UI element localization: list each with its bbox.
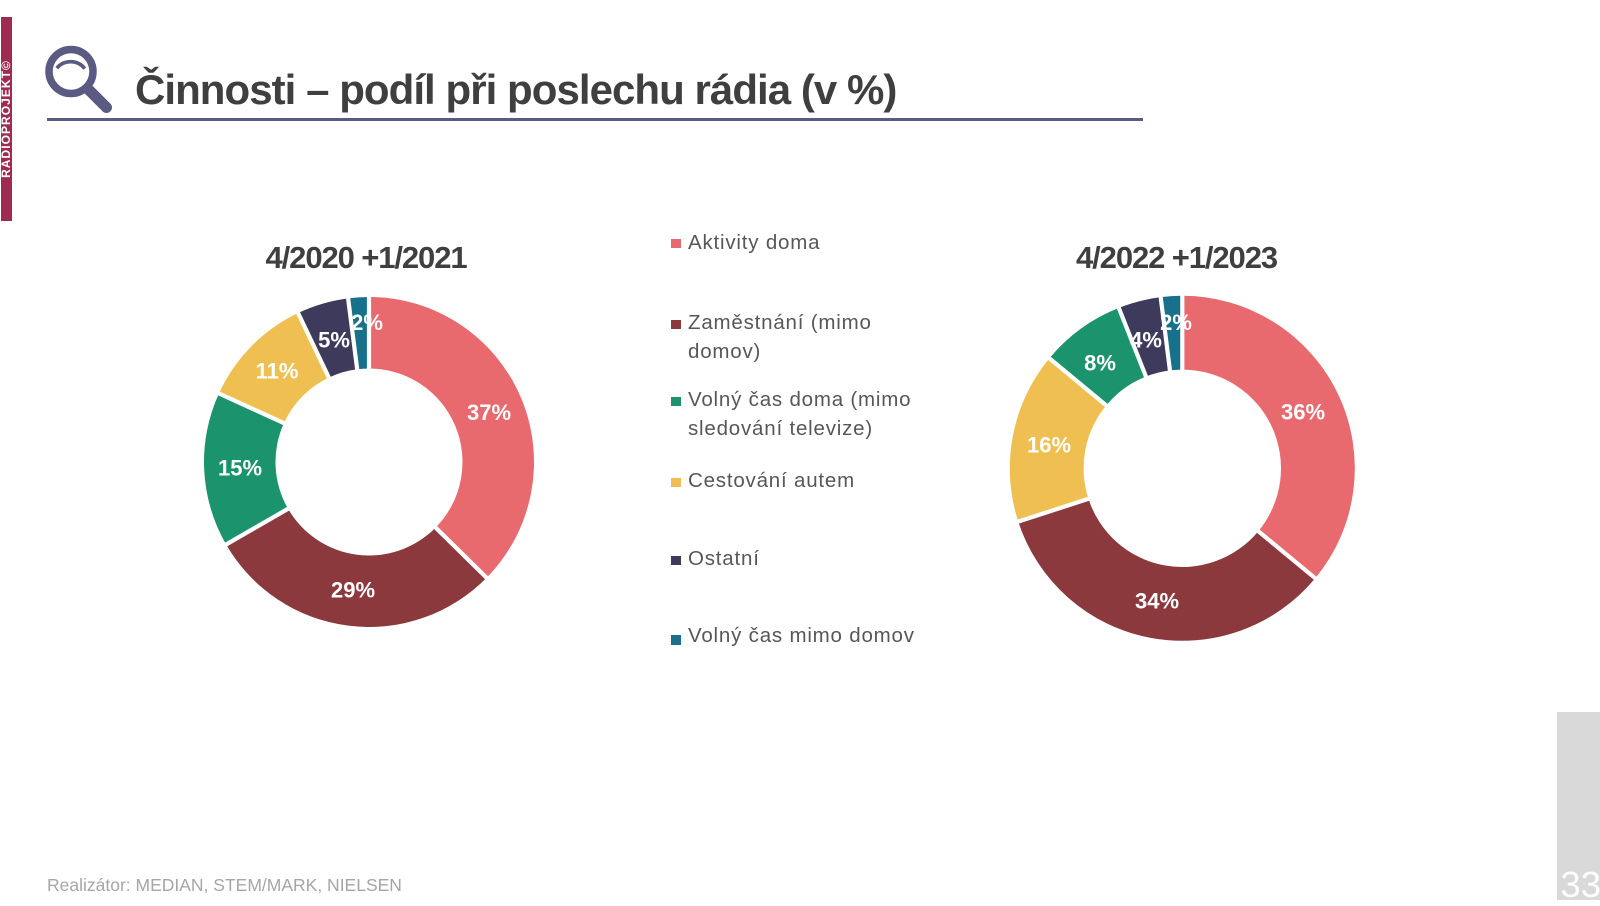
svg-text:2%: 2% [351, 310, 383, 335]
svg-text:16%: 16% [1027, 433, 1071, 458]
svg-text:2%: 2% [1160, 310, 1192, 335]
svg-text:15%: 15% [218, 456, 262, 481]
svg-text:4%: 4% [1130, 328, 1162, 353]
svg-text:37%: 37% [467, 400, 511, 425]
svg-text:5%: 5% [318, 328, 350, 353]
svg-text:8%: 8% [1084, 351, 1116, 376]
svg-text:34%: 34% [1135, 589, 1179, 614]
svg-text:11%: 11% [256, 359, 299, 384]
svg-text:29%: 29% [331, 578, 375, 603]
svg-text:36%: 36% [1281, 400, 1325, 425]
